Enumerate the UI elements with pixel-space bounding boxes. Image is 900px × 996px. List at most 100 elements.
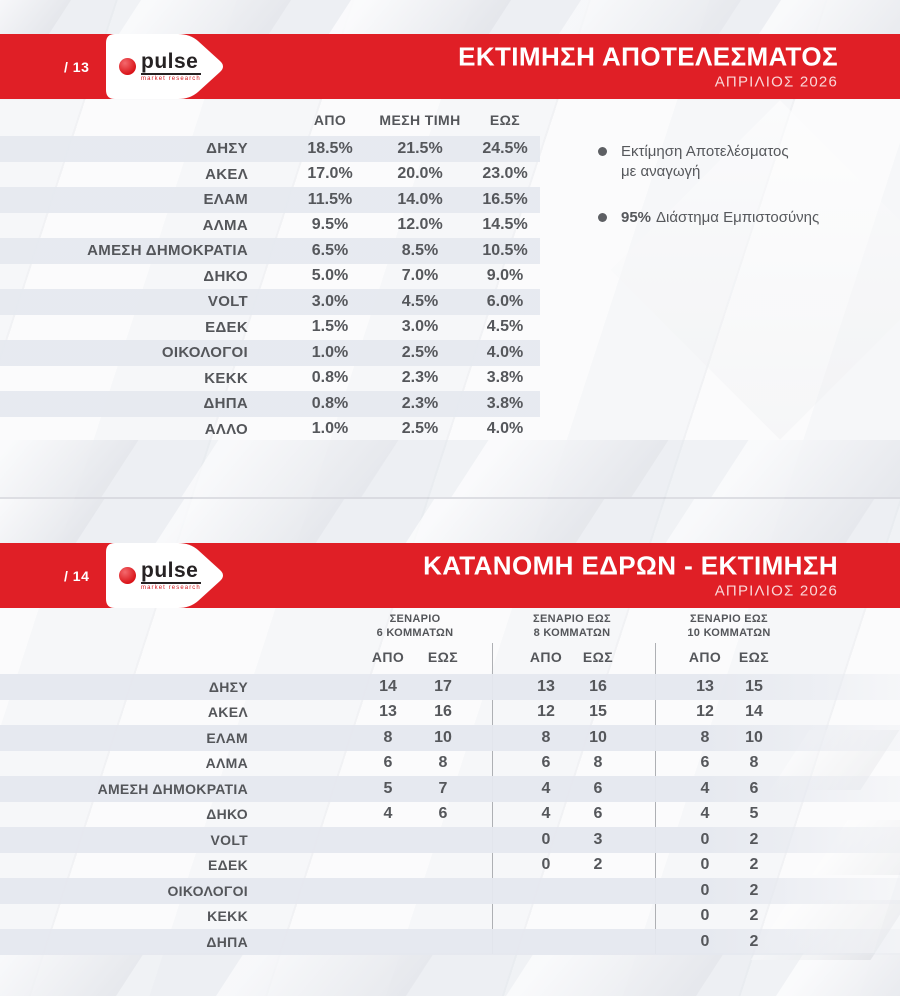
bullet-icon: [598, 147, 607, 156]
value-from: 0.8%: [311, 394, 349, 412]
value-mid: 3.0%: [401, 318, 439, 336]
s1-to: 7: [438, 779, 448, 797]
result-row: ΑΚΕΛ 17.0% 20.0% 23.0%: [0, 162, 560, 188]
value-mid: 2.5%: [401, 343, 439, 361]
legend-text-rest: Διάστημα Εμπιστοσύνης: [656, 208, 820, 226]
s2-from: [518, 904, 574, 930]
s1-to: [415, 904, 471, 930]
seats-row: ΔΗΠΑ 0 2: [0, 929, 900, 955]
s1-to: [415, 929, 471, 955]
pulse-dot-icon: [119, 567, 136, 584]
result-row: ΔΗΣΥ 18.5% 21.5% 24.5%: [0, 136, 560, 162]
s1-from: [360, 904, 416, 930]
value-mid: 20.0%: [397, 165, 443, 183]
party-name: ΟΙΚΟΛΟΓΟΙ: [161, 344, 248, 362]
s1-from: 13: [379, 703, 397, 721]
s2-from: 0: [541, 856, 551, 874]
col-header-to: ΕΩΣ: [738, 649, 770, 665]
party-name: ΑΜΕΣΗ ΔΗΜΟΚΡΑΤΙΑ: [97, 780, 248, 797]
pulse-dot-icon: [119, 58, 136, 75]
value-to: 3.8%: [486, 394, 524, 412]
s3-to: 15: [745, 677, 763, 695]
scenario-header-10: ΣΕΝΑΡΙΟ ΕΩΣ 10 ΚΟΜΜΑΤΩΝ: [649, 612, 809, 641]
party-name: ΔΗΣΥ: [206, 140, 248, 158]
value-from: 17.0%: [307, 165, 353, 183]
col-header-from: ΑΠΟ: [688, 649, 722, 665]
s3-to: 5: [749, 805, 759, 823]
texture-band: [0, 499, 900, 543]
seats-row: ΟΙΚΟΛΟΓΟΙ 0 2: [0, 878, 900, 904]
texture-band: [0, 0, 900, 34]
slide2-title: ΚΑΤΑΝΟΜΗ ΕΔΡΩΝ - ΕΚΤΙΜΗΣΗ: [423, 549, 838, 580]
s1-to: 17: [434, 677, 452, 695]
s3-from: 4: [700, 779, 710, 797]
logo-badge-shape: [106, 34, 223, 99]
party-name: ΟΙΚΟΛΟΓΟΙ: [167, 882, 248, 899]
result-row: ΚΕΚΚ 0.8% 2.3% 3.8%: [0, 366, 560, 392]
seats-row: ΔΗΚΟ 4 6 4 6 4 5: [0, 802, 900, 828]
scenario-line2: 10 ΚΟΜΜΑΤΩΝ: [687, 627, 771, 640]
slide1-banner: / 13 pulse market research ΕΚΤΙΜΗΣΗ ΑΠΟΤ…: [0, 34, 900, 99]
party-name: ΕΔΕΚ: [205, 318, 248, 336]
s3-from: 12: [696, 703, 714, 721]
result-row: ΑΛΛΟ 1.0% 2.5% 4.0%: [0, 417, 560, 443]
value-mid: 2.3%: [401, 394, 439, 412]
s3-to: 2: [749, 932, 759, 950]
value-from: 11.5%: [307, 190, 353, 208]
legend-bold-value: 95%: [621, 208, 652, 226]
scenario-header-8: ΣΕΝΑΡΙΟ ΕΩΣ 8 ΚΟΜΜΑΤΩΝ: [492, 612, 652, 641]
value-to: 14.5%: [482, 216, 528, 234]
texture-band: [0, 440, 900, 497]
party-name: ΔΗΚΟ: [203, 267, 248, 285]
s1-from: [360, 853, 416, 879]
scenario-line1: ΣΕΝΑΡΙΟ ΕΩΣ: [690, 613, 768, 625]
s2-to: [570, 878, 626, 904]
s1-from: [360, 929, 416, 955]
s3-to: 2: [749, 830, 759, 848]
s2-to: 8: [593, 754, 603, 772]
slide1-titles: ΕΚΤΙΜΗΣΗ ΑΠΟΤΕΛΕΣΜΑΤΟΣ ΑΠΡΙΛΙΟΣ 2026: [458, 40, 838, 90]
legend-text: 95% Διάστημα Εμπιστοσύνης: [621, 208, 819, 228]
value-to: 3.8%: [486, 369, 524, 387]
party-name: VOLT: [207, 293, 248, 311]
s2-from: 12: [537, 703, 555, 721]
party-name: ΔΗΣΥ: [208, 678, 248, 695]
pulse-subtext: market research: [141, 76, 201, 82]
s3-from: 4: [700, 805, 710, 823]
s3-from: 0: [700, 830, 710, 848]
value-mid: 12.0%: [397, 216, 443, 234]
value-from: 9.5%: [311, 216, 349, 234]
s1-from: [360, 878, 416, 904]
s2-to: 6: [593, 779, 603, 797]
value-to: 6.0%: [486, 292, 524, 310]
value-to: 4.0%: [486, 343, 524, 361]
s3-to: 8: [749, 754, 759, 772]
slide2-titles: ΚΑΤΑΝΟΜΗ ΕΔΡΩΝ - ΕΚΤΙΜΗΣΗ ΑΠΡΙΛΙΟΣ 2026: [423, 549, 838, 599]
pulse-wordmark: pulse: [141, 51, 201, 75]
result-row: ΑΜΕΣΗ ΔΗΜΟΚΡΑΤΙΑ 6.5% 8.5% 10.5%: [0, 238, 560, 264]
party-name: ΑΚΕΛ: [205, 165, 248, 183]
s1-from: 5: [383, 779, 393, 797]
col-header-to: ΕΩΣ: [582, 649, 614, 665]
texture-band: [0, 953, 900, 996]
seats-row: ΑΚΕΛ 13 16 12 15 12 14: [0, 700, 900, 726]
value-mid: 2.5%: [401, 420, 439, 438]
s2-to: [570, 904, 626, 930]
value-from: 18.5%: [307, 139, 353, 157]
pulse-wordmark: pulse: [141, 560, 201, 584]
s2-from: [518, 878, 574, 904]
value-to: 23.0%: [482, 165, 528, 183]
slide1-title: ΕΚΤΙΜΗΣΗ ΑΠΟΤΕΛΕΣΜΑΤΟΣ: [458, 40, 838, 71]
logo-text: pulse market research: [141, 51, 201, 82]
bullet-icon: [598, 212, 607, 222]
legend-item-estimate: Εκτίμηση Αποτελέσματος με αναγωγή: [598, 142, 878, 182]
pulse-subtext: market research: [141, 585, 201, 591]
s3-from: 0: [700, 907, 710, 925]
s3-from: 0: [700, 881, 710, 899]
party-name: ΕΛΑΜ: [203, 191, 248, 209]
value-mid: 8.5%: [401, 241, 439, 259]
pulse-logo: pulse market research: [106, 543, 224, 608]
value-from: 3.0%: [311, 292, 349, 310]
value-mid: 14.0%: [397, 190, 443, 208]
